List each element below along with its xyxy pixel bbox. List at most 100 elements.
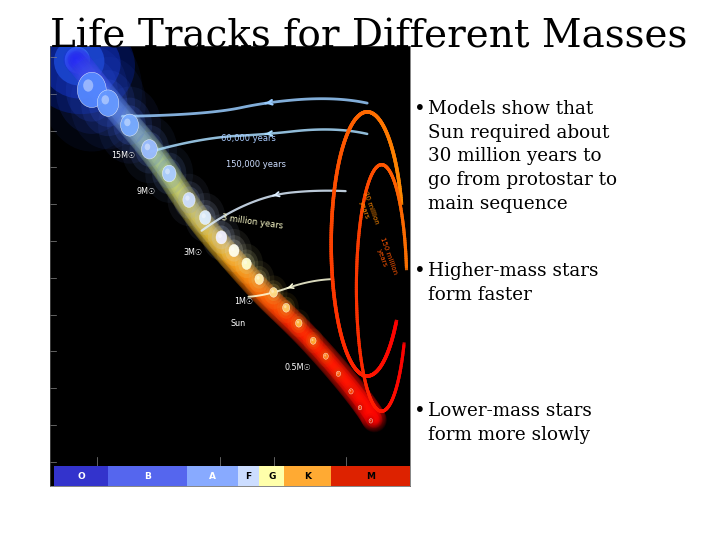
Circle shape <box>235 249 258 278</box>
Text: G: G <box>268 471 276 481</box>
Text: 3 million years: 3 million years <box>220 213 284 231</box>
Text: 30 million
years: 30 million years <box>355 190 379 227</box>
Circle shape <box>212 226 231 249</box>
Circle shape <box>248 266 270 292</box>
Circle shape <box>208 221 235 254</box>
Text: 3,000: 3,000 <box>334 512 357 522</box>
Circle shape <box>359 406 362 410</box>
Circle shape <box>336 371 341 376</box>
Text: O: O <box>77 471 85 481</box>
Text: 10⁻²: 10⁻² <box>27 348 43 354</box>
Text: Models show that: Models show that <box>428 100 594 118</box>
Ellipse shape <box>27 17 135 114</box>
Circle shape <box>297 321 299 323</box>
Circle shape <box>320 348 332 364</box>
Text: 10²: 10² <box>32 201 43 207</box>
Circle shape <box>335 369 342 379</box>
Circle shape <box>183 192 195 207</box>
Circle shape <box>174 181 204 219</box>
Circle shape <box>256 276 260 280</box>
Text: 150 million
years: 150 million years <box>372 237 398 278</box>
Circle shape <box>359 406 360 408</box>
Ellipse shape <box>54 37 104 85</box>
Circle shape <box>317 346 335 367</box>
Circle shape <box>330 364 346 383</box>
Text: Life Tracks for Different Masses: Life Tracks for Different Masses <box>50 19 688 56</box>
Text: 10⁻⁴: 10⁻⁴ <box>27 422 43 428</box>
Text: 6,000: 6,000 <box>262 512 285 522</box>
Text: 150,000 years: 150,000 years <box>225 160 286 169</box>
Text: 0.1: 0.1 <box>32 312 43 318</box>
Circle shape <box>346 385 356 398</box>
Circle shape <box>217 229 252 272</box>
Text: 10⁵: 10⁵ <box>32 91 43 97</box>
Circle shape <box>356 402 364 413</box>
Text: M: M <box>366 471 375 481</box>
Bar <box>259 466 284 486</box>
Circle shape <box>229 245 239 256</box>
Circle shape <box>121 114 139 136</box>
Circle shape <box>84 79 94 92</box>
Circle shape <box>178 186 200 213</box>
Circle shape <box>306 332 320 349</box>
Bar <box>187 466 238 486</box>
Text: form faster: form faster <box>428 286 532 303</box>
Circle shape <box>323 353 328 359</box>
Circle shape <box>185 195 189 201</box>
Circle shape <box>284 305 287 308</box>
Circle shape <box>337 372 338 374</box>
Circle shape <box>114 105 145 145</box>
Circle shape <box>264 280 284 305</box>
Circle shape <box>66 58 118 122</box>
Circle shape <box>157 158 181 188</box>
Circle shape <box>222 235 246 266</box>
Ellipse shape <box>42 28 121 99</box>
Text: 10³: 10³ <box>32 164 43 170</box>
Text: 10,000: 10,000 <box>205 512 234 522</box>
Text: B: B <box>144 471 151 481</box>
Circle shape <box>283 303 290 312</box>
Circle shape <box>135 132 163 167</box>
Text: 10⁻⁵: 10⁻⁵ <box>27 459 43 465</box>
Text: 1: 1 <box>39 275 43 281</box>
Circle shape <box>295 319 302 327</box>
Circle shape <box>266 284 281 301</box>
Text: 10⁶: 10⁶ <box>32 54 43 60</box>
Ellipse shape <box>65 47 90 73</box>
Text: 1M☉: 1M☉ <box>234 296 253 306</box>
Circle shape <box>343 382 359 401</box>
Circle shape <box>97 90 119 116</box>
Circle shape <box>78 72 107 107</box>
Circle shape <box>274 292 299 323</box>
Text: 9M☉: 9M☉ <box>137 187 156 195</box>
Circle shape <box>312 339 313 341</box>
Circle shape <box>195 205 215 230</box>
Circle shape <box>277 297 295 319</box>
Circle shape <box>308 334 318 347</box>
Circle shape <box>202 214 240 260</box>
Circle shape <box>125 118 130 126</box>
Circle shape <box>293 316 305 330</box>
Circle shape <box>230 244 263 284</box>
Circle shape <box>280 300 293 316</box>
Circle shape <box>270 287 278 297</box>
Text: surface temperature (Kelvin): surface temperature (Kelvin) <box>165 539 296 540</box>
Circle shape <box>369 418 373 423</box>
Bar <box>108 466 187 486</box>
Circle shape <box>303 328 323 353</box>
Text: 0.5M☉: 0.5M☉ <box>284 363 311 372</box>
Text: F: F <box>246 471 251 481</box>
Circle shape <box>348 389 354 394</box>
Circle shape <box>185 193 225 242</box>
Circle shape <box>107 98 152 153</box>
Circle shape <box>202 213 206 218</box>
Text: luminosity (solar units): luminosity (solar units) <box>10 214 19 318</box>
Circle shape <box>168 174 210 226</box>
Circle shape <box>310 338 316 345</box>
Text: 3M☉: 3M☉ <box>184 248 202 257</box>
Circle shape <box>287 309 310 337</box>
Text: 15M☉: 15M☉ <box>112 151 136 160</box>
Text: •: • <box>414 100 426 119</box>
Circle shape <box>56 46 128 134</box>
Text: A: A <box>209 471 216 481</box>
